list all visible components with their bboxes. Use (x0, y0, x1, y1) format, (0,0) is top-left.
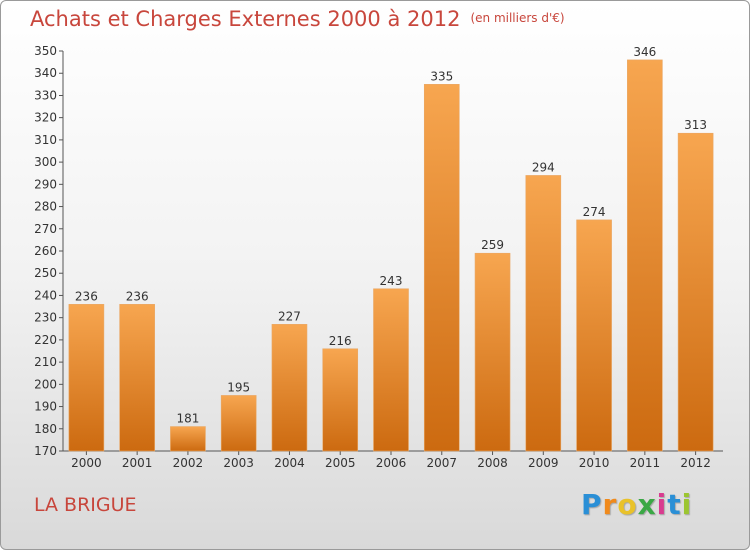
y-tick-label: 240 (34, 288, 57, 302)
x-tick-label: 2003 (223, 456, 254, 470)
y-tick-label: 250 (34, 266, 57, 280)
y-tick-label: 290 (34, 177, 57, 191)
y-tick-label: 350 (34, 44, 57, 58)
y-tick-label: 320 (34, 111, 57, 125)
x-tick-label: 2000 (71, 456, 102, 470)
y-tick-label: 220 (34, 333, 57, 347)
bar-2007 (423, 84, 460, 452)
axes: 170 180 190 200 210 220 230 240 250 260 270 280 290 3… (34, 44, 723, 470)
x-tick-label: 2005 (325, 456, 356, 470)
value-label-2000: 236 (75, 289, 98, 303)
x-tick-label: 2006 (376, 456, 407, 470)
value-label-2009: 294 (532, 160, 555, 174)
x-tick-label: 2007 (426, 456, 457, 470)
chart-title: Achats et Charges Externes 2000 à 2012 (e… (30, 7, 565, 31)
value-label-2010: 274 (583, 205, 606, 219)
y-tick-label: 310 (34, 133, 57, 147)
x-tick-label: 2008 (477, 456, 508, 470)
bar-2003 (220, 395, 257, 452)
x-tick-label: 2004 (274, 456, 305, 470)
y-tick-label: 260 (34, 244, 57, 258)
y-tick-label: 230 (34, 311, 57, 325)
value-label-2003: 195 (227, 380, 250, 394)
y-tick-label: 190 (34, 400, 57, 414)
bar-2002 (170, 426, 206, 452)
value-label-2007: 335 (430, 69, 453, 83)
x-tick-label: 2011 (630, 456, 661, 470)
bar-2010 (576, 219, 612, 452)
y-tick-label: 300 (34, 155, 57, 169)
bar-2008 (474, 252, 511, 452)
title-unit: (en milliers d'€) (470, 11, 565, 25)
value-label-2011: 346 (633, 45, 656, 59)
value-label-2004: 227 (278, 309, 301, 323)
y-tick-label: 170 (34, 444, 57, 458)
y-tick-label: 270 (34, 222, 57, 236)
value-label-2008: 259 (481, 238, 504, 252)
bar-2004 (271, 324, 308, 452)
bar-2005 (322, 348, 359, 452)
value-label-2001: 236 (126, 289, 149, 303)
city-name: LA BRIGUE (34, 494, 137, 516)
y-tick-label: 180 (34, 422, 57, 436)
title-text: Achats et Charges Externes 2000 à 2012 (30, 7, 461, 31)
bar-2000 (68, 304, 105, 452)
bar-2006 (373, 288, 409, 452)
x-tick-label: 2002 (173, 456, 204, 470)
bar-2012 (677, 132, 714, 452)
bar-2001 (119, 304, 155, 452)
y-tick-label: 340 (34, 66, 57, 80)
y-tick-label: 280 (34, 200, 57, 214)
bars (68, 59, 714, 452)
bar-2009 (525, 175, 562, 452)
value-label-2002: 181 (176, 412, 199, 426)
x-tick-label: 2010 (579, 456, 610, 470)
bar-2011 (627, 59, 663, 452)
proxiti-logo: Proxiti (581, 488, 693, 521)
value-label-2006: 243 (380, 274, 403, 288)
x-tick-label: 2009 (528, 456, 559, 470)
y-tick-label: 330 (34, 88, 57, 102)
x-tick-label: 2001 (122, 456, 153, 470)
y-tick-label: 210 (34, 355, 57, 369)
value-label-2012: 313 (684, 118, 707, 132)
x-tick-label: 2012 (680, 456, 711, 470)
value-label-2005: 216 (329, 334, 352, 348)
value-labels: 236 236 181 195 227 216 243 335 259 294 274 346 313 (75, 45, 707, 426)
y-tick-label: 200 (34, 377, 57, 391)
